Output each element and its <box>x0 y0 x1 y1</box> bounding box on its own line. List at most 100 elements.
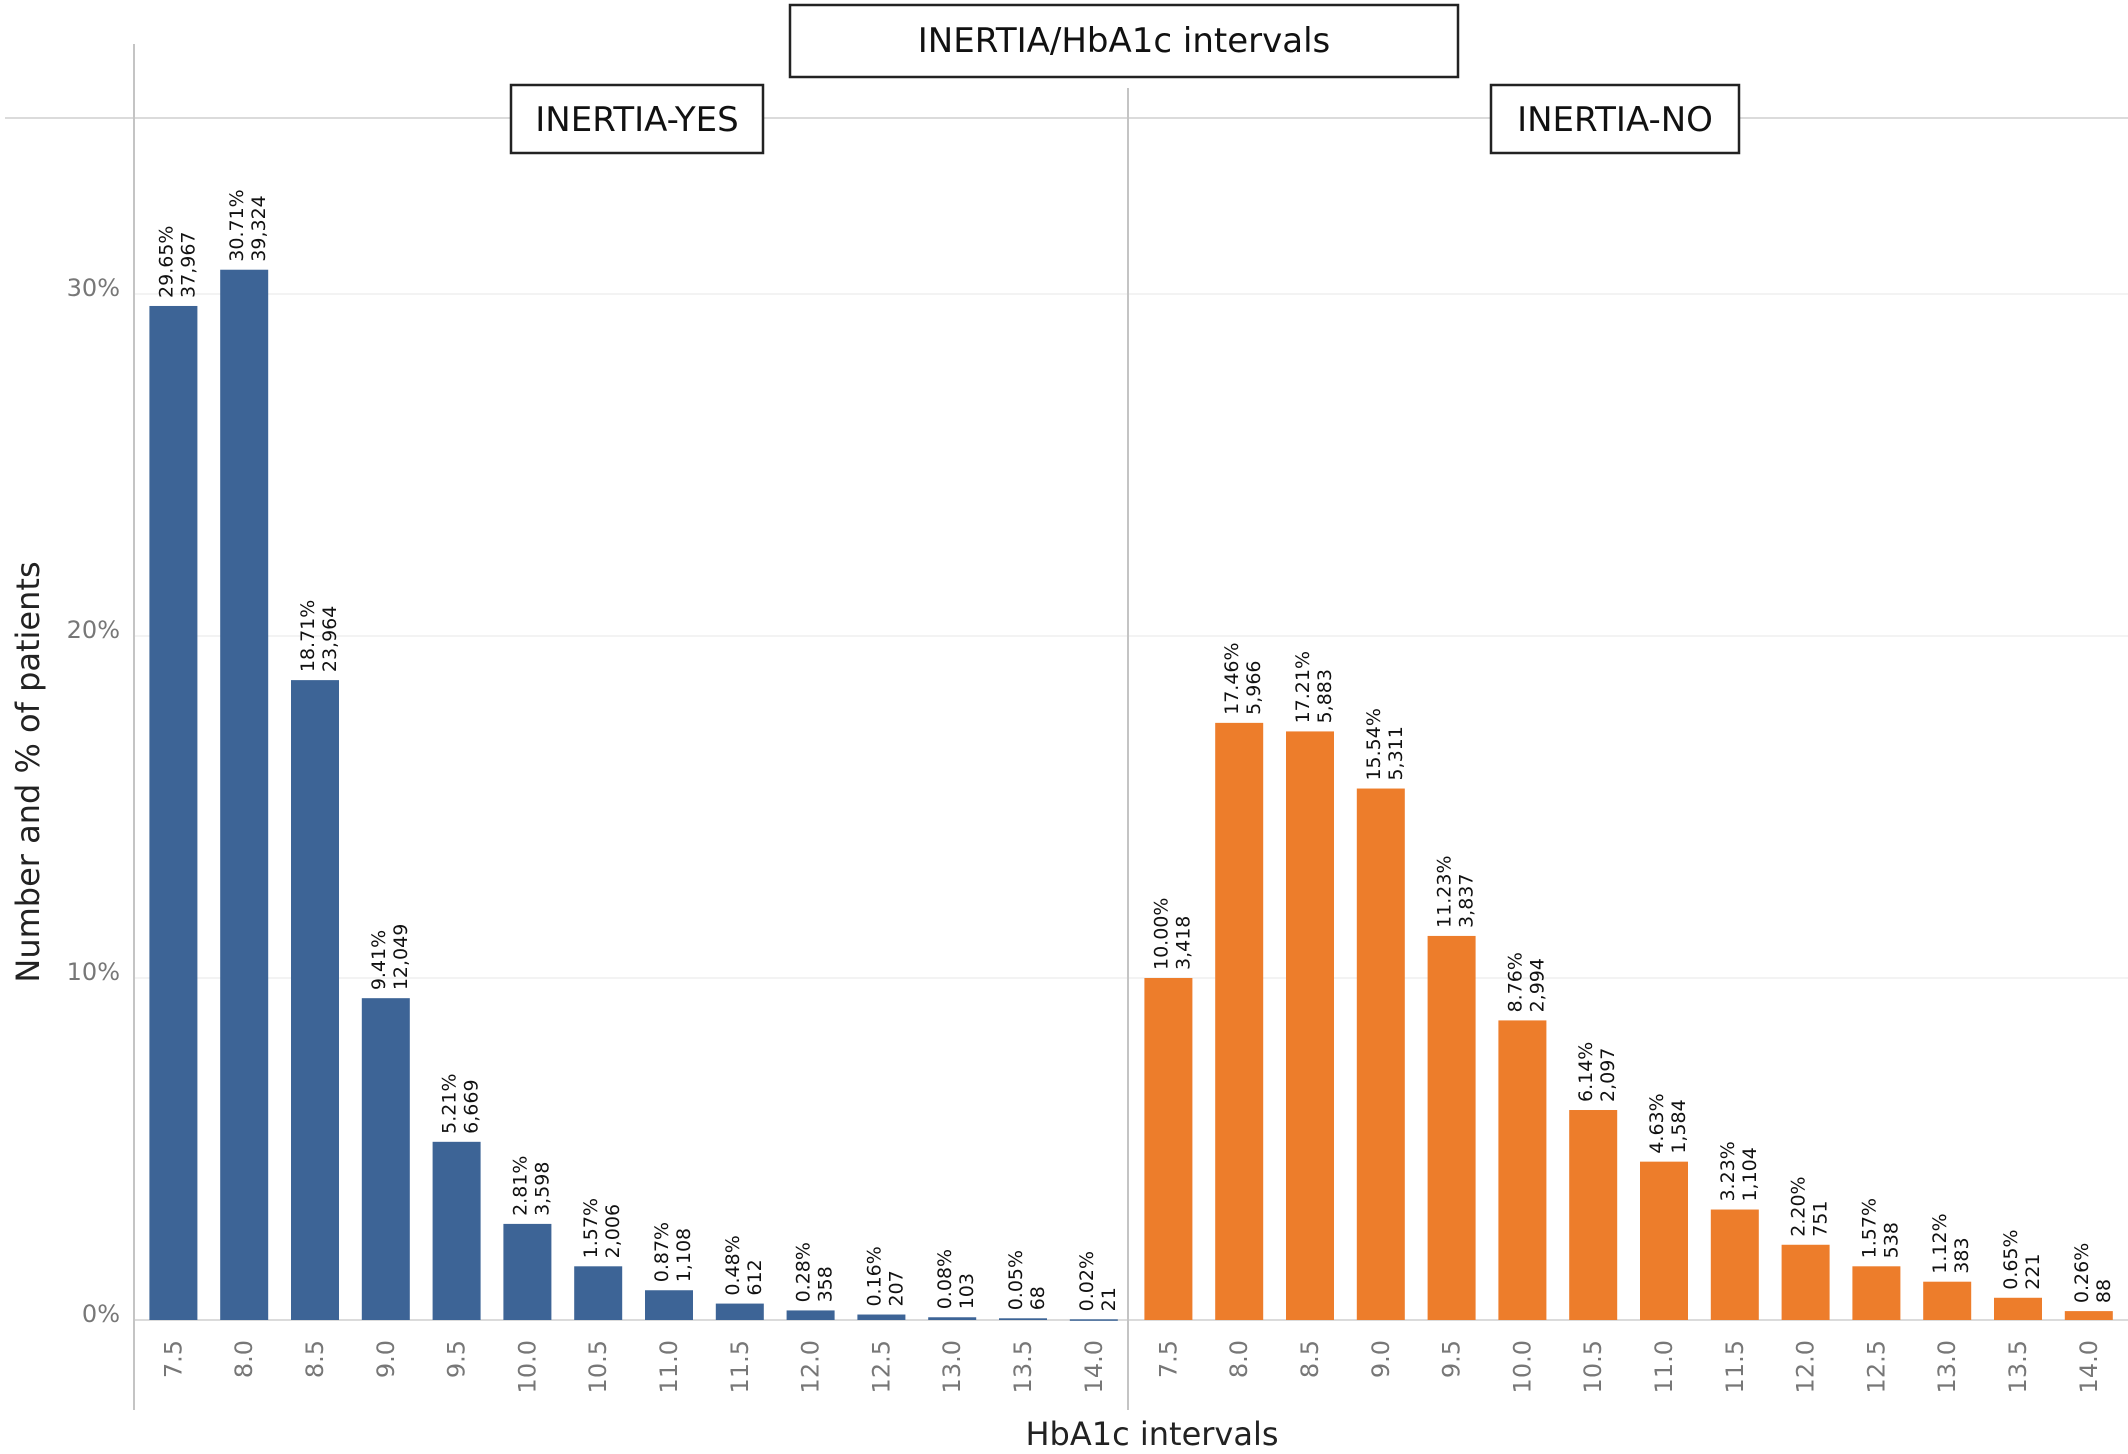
bar-count-label: 1,584 <box>1668 1099 1690 1153</box>
bar-inertia-no-12-5 <box>1852 1266 1901 1320</box>
bar-count-label: 1,108 <box>673 1228 695 1282</box>
bar-count-label: 5,883 <box>1314 669 1336 723</box>
panel-title-inertia-no: INERTIA-NO <box>1517 100 1713 140</box>
x-tick-label: 9.0 <box>1367 1340 1395 1378</box>
bar-inertia-no-7-5 <box>1144 978 1193 1320</box>
x-tick-label: 13.5 <box>1009 1340 1037 1393</box>
bar-percent-label: 17.21% <box>1292 651 1314 723</box>
bar-count-label: 538 <box>1880 1222 1902 1258</box>
x-tick-label: 8.0 <box>1225 1340 1253 1378</box>
x-tick-label: 7.5 <box>1154 1340 1182 1378</box>
bar-count-label: 68 <box>1027 1286 1049 1310</box>
bar-inertia-yes-13-0 <box>928 1317 977 1320</box>
x-tick-label: 14.0 <box>1080 1340 1108 1393</box>
bar-percent-label: 1.12% <box>1929 1213 1951 1273</box>
gridlines <box>134 293 2128 979</box>
bar-count-label: 207 <box>885 1270 907 1306</box>
bar-percent-label: 18.71% <box>297 600 319 672</box>
bar-percent-label: 29.65% <box>155 226 177 298</box>
y-tick-label: 30% <box>67 274 120 302</box>
bar-count-label: 751 <box>1810 1200 1832 1236</box>
bar-count-label: 6,669 <box>461 1079 483 1133</box>
bar-percent-label: 0.05% <box>1005 1250 1027 1310</box>
x-tick-label: 10.5 <box>1579 1340 1607 1393</box>
bar-count-label: 383 <box>1951 1237 1973 1273</box>
bar-percent-label: 2.20% <box>1788 1176 1810 1236</box>
bars <box>149 269 2113 1321</box>
chart-title-box: INERTIA/HbA1c intervals <box>788 3 1460 79</box>
x-tick-label: 11.5 <box>726 1340 754 1393</box>
bar-percent-label: 6.14% <box>1575 1042 1597 1102</box>
bar-percent-label: 15.54% <box>1363 708 1385 780</box>
bar-count-label: 612 <box>744 1259 766 1295</box>
panel-header-inertia-no: INERTIA-NO <box>1489 83 1741 155</box>
bar-inertia-yes-12-5 <box>857 1314 906 1320</box>
bar-percent-label: 5.21% <box>439 1073 461 1133</box>
bar-inertia-yes-11-5 <box>715 1303 764 1320</box>
bar-inertia-no-9-0 <box>1356 788 1405 1320</box>
bar-percent-label: 11.23% <box>1434 855 1456 927</box>
x-tick-label: 8.0 <box>230 1340 258 1378</box>
x-tick-label: 12.5 <box>867 1340 895 1393</box>
bar-percent-label: 0.02% <box>1076 1251 1098 1311</box>
x-tick-label: 8.5 <box>301 1340 329 1378</box>
bar-percent-label: 30.71% <box>226 189 248 261</box>
bar-inertia-no-12-0 <box>1781 1244 1830 1320</box>
bar-count-label: 12,049 <box>390 924 412 990</box>
x-tick-label: 7.5 <box>159 1340 187 1378</box>
bar-percent-label: 2.81% <box>509 1156 531 1216</box>
bar-inertia-yes-9-0 <box>361 998 410 1320</box>
bar-count-label: 5,311 <box>1385 726 1407 780</box>
bar-count-label: 88 <box>2093 1279 2115 1303</box>
bar-count-label: 23,964 <box>319 606 341 672</box>
bar-percent-label: 10.00% <box>1150 898 1172 970</box>
x-tick-label: 11.5 <box>1721 1340 1749 1393</box>
bar-inertia-yes-8-5 <box>291 680 339 1320</box>
bar-count-label: 2,097 <box>1597 1048 1619 1102</box>
x-tick-label: 14.0 <box>2075 1340 2103 1393</box>
bar-percent-label: 4.63% <box>1646 1093 1668 1153</box>
x-tick-label: 13.0 <box>938 1340 966 1393</box>
bar-inertia-yes-7-5 <box>149 305 198 1321</box>
x-tick-label: 9.5 <box>443 1340 471 1378</box>
bar-percent-label: 1.57% <box>1858 1198 1880 1258</box>
bar-labels: 29.65% 37,967 30.71% 39,324 18.71% 23,964 9.41… <box>155 189 2114 1311</box>
bar-inertia-yes-9-5 <box>432 1141 481 1320</box>
bar-count-label: 103 <box>956 1273 978 1309</box>
y-tick-label: 0% <box>82 1300 120 1328</box>
bar-percent-label: 0.28% <box>793 1242 815 1302</box>
x-tick-label: 13.0 <box>1933 1340 1961 1393</box>
bar-inertia-yes-8-0 <box>220 269 269 1320</box>
x-tick-label: 9.0 <box>372 1340 400 1378</box>
x-axis-ticks: 7.5 8.0 8.5 9.0 9.5 10.0 10.5 11.0 11.5 12.0 12.5 1… <box>159 1340 2102 1393</box>
bar-inertia-no-10-5 <box>1569 1110 1618 1320</box>
bar-inertia-no-10-0 <box>1498 1020 1547 1320</box>
bar-percent-label: 0.87% <box>651 1222 673 1282</box>
y-tick-label: 10% <box>67 958 120 986</box>
bar-count-label: 37,967 <box>177 231 199 297</box>
bar-inertia-yes-13-5 <box>999 1318 1047 1320</box>
bar-inertia-no-11-0 <box>1640 1161 1688 1320</box>
x-tick-label: 10.0 <box>1508 1340 1536 1393</box>
bar-inertia-yes-12-0 <box>786 1310 835 1320</box>
panel-title-inertia-yes: INERTIA-YES <box>535 100 738 140</box>
bar-count-label: 2,006 <box>602 1204 624 1258</box>
bar-percent-label: 0.16% <box>863 1246 885 1306</box>
x-tick-label: 10.0 <box>513 1340 541 1393</box>
bar-count-label: 2,994 <box>1526 958 1548 1012</box>
x-tick-label: 13.5 <box>2004 1340 2032 1393</box>
bar-inertia-no-13-5 <box>1994 1297 2042 1320</box>
x-tick-label: 10.5 <box>584 1340 612 1393</box>
x-tick-label: 8.5 <box>1296 1340 1324 1378</box>
y-tick-label: 20% <box>67 616 120 644</box>
y-axis-ticks: 0% 10% 20% 30% <box>67 274 120 1328</box>
bar-inertia-no-9-5 <box>1427 935 1476 1320</box>
bar-count-label: 3,418 <box>1172 916 1194 970</box>
bar-percent-label: 3.23% <box>1717 1141 1739 1201</box>
bar-count-label: 1,104 <box>1739 1147 1761 1201</box>
panel-header-inertia-yes: INERTIA-YES <box>509 83 765 155</box>
bar-inertia-no-11-5 <box>1710 1209 1759 1320</box>
x-tick-label: 12.5 <box>1862 1340 1890 1393</box>
bar-inertia-no-13-0 <box>1923 1281 1972 1320</box>
x-tick-label: 12.0 <box>1792 1340 1820 1393</box>
